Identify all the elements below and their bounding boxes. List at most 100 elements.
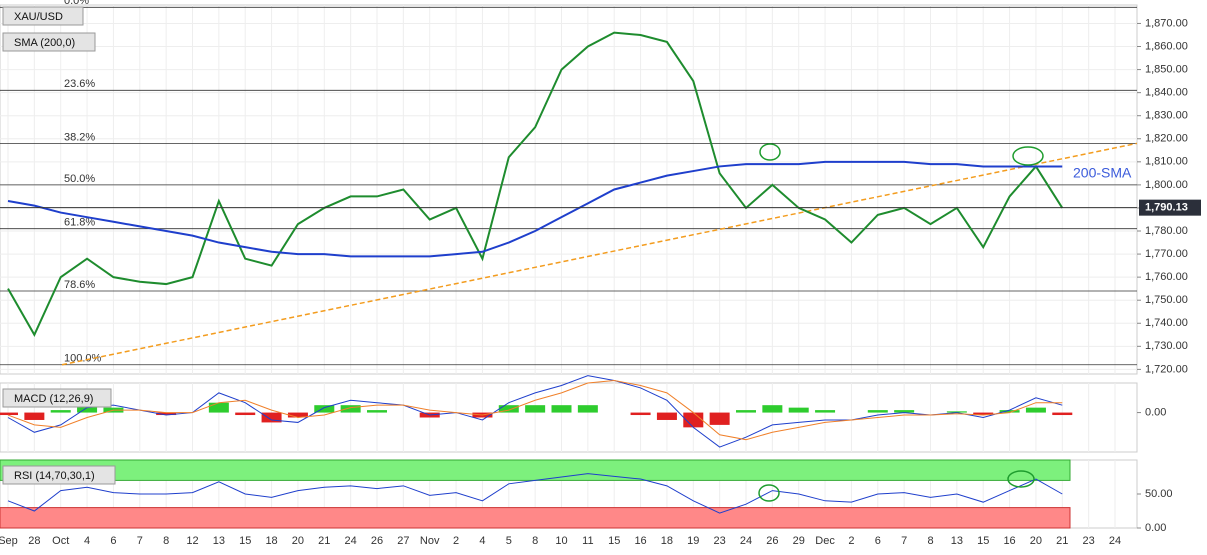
macd-histogram-bar [156,412,177,416]
macd-histogram-bar [235,412,256,416]
macd-histogram-bar [1025,407,1046,413]
x-tick-label: 20 [292,535,304,547]
fib-label: 61.8% [64,217,95,229]
x-tick-label: 5 [506,535,512,547]
x-tick-label: 26 [371,535,383,547]
x-tick-label: 7 [901,535,907,547]
label-box [2,388,112,408]
macd-histogram-bar [946,411,967,413]
x-tick-label: 16 [634,535,646,547]
macd-panel [0,382,1138,453]
x-tick-label: 21 [318,535,330,547]
x-tick-label: 18 [661,535,673,547]
trendline [61,142,1138,366]
x-tick-label: 23 [1083,535,1095,547]
macd-histogram-bar [498,405,519,413]
x-tick-label: 20 [1030,535,1042,547]
x-tick-label: 19 [687,535,699,547]
macd-histogram-bar [999,410,1020,413]
y-tick-label: 1,860.00 [1145,40,1188,52]
macd-histogram-bar [24,412,45,420]
x-tick-label: 13 [951,535,963,547]
x-tick-label: 8 [532,535,538,547]
x-tick-label: 8 [927,535,933,547]
x-tick-label: 7 [137,535,143,547]
macd-histogram-bar [788,407,809,413]
macd-histogram-bar [551,405,572,413]
y-tick-label: 0.00 [1145,406,1166,418]
macd-histogram-bar [50,410,71,413]
macd-histogram-bar [367,410,387,413]
label-box [2,32,96,52]
y-tick-label: 1,740.00 [1145,317,1188,329]
y-tick-label: 1,730.00 [1145,340,1188,352]
sma-line [7,160,1063,258]
x-tick-label: 15 [239,535,251,547]
y-tick-label: 1,720.00 [1145,363,1188,375]
x-tick-label: 2 [453,535,459,547]
x-tick-label: 26 [766,535,778,547]
fib-label: 0.0% [64,0,89,7]
highlight-circle [1007,470,1035,488]
macd-histogram-bar [656,412,677,420]
price-line [7,31,1064,337]
macd-histogram-bar [577,405,598,413]
macd-histogram-bar [867,410,888,413]
macd-histogram-bar [815,410,836,413]
fib-label: 38.2% [64,131,95,143]
oversold-zone [0,507,1071,529]
overbought-zone [0,459,1071,481]
x-tick-label: 4 [479,535,485,547]
macd-histogram-bar [340,405,361,413]
symbol-label: XAU/USD [14,11,63,23]
y-tick-label: 1,850.00 [1145,63,1188,75]
fib-label: 78.6% [64,279,95,291]
rsi-line [7,473,1063,514]
macd-histogram-bar [762,405,783,413]
macd-histogram-bar [0,412,18,416]
macd-histogram-bar [287,412,308,418]
y-tick-label: 1,800.00 [1145,179,1188,191]
highlight-circle [759,143,781,161]
macd-histogram-bar [314,405,335,413]
macd-label: MACD (12,26,9) [14,393,93,405]
y-tick-label: 1,810.00 [1145,156,1188,168]
x-tick-label: 24 [1109,535,1121,547]
y-tick-label: 1,870.00 [1145,17,1188,29]
y-tick-label: 1,750.00 [1145,294,1188,306]
x-tick-label: 15 [608,535,620,547]
macd-histogram-bar [736,410,756,413]
last-price-box [1139,199,1201,216]
x-tick-label: Nov [420,535,440,547]
x-tick-label: Dec [815,535,835,547]
macd-histogram-bar [709,412,730,425]
x-tick-label: 4 [84,535,90,547]
x-tick-label: 21 [1056,535,1068,547]
x-tick-label: 24 [345,535,357,547]
macd-histogram-bar [1052,412,1073,416]
macd-histogram-bar [894,410,915,413]
x-tick-label: 16 [1003,535,1015,547]
fib-label: 50.0% [64,173,95,185]
x-tick-label: 6 [110,535,116,547]
x-tick-label: 28 [28,535,40,547]
macd-histogram-bar [525,405,546,413]
x-tick-label: 8 [163,535,169,547]
x-tick-label: Oct [52,535,69,547]
fib-label: 23.6% [64,78,95,90]
y-tick-label: 1,820.00 [1145,133,1188,145]
macd-histogram-bar [208,402,229,413]
y-tick-label: 1,830.00 [1145,110,1188,122]
x-tick-label: 2 [848,535,854,547]
y-tick-label: 1,780.00 [1145,225,1188,237]
x-tick-label: 27 [397,535,409,547]
price-panel [0,4,1138,375]
rsi-label: RSI (14,70,30,1) [14,470,95,482]
y-tick-label: 1,770.00 [1145,248,1188,260]
x-tick-label: 12 [186,535,198,547]
fib-label: 100.0% [64,353,102,365]
label-box [2,6,84,26]
signal-line [7,380,1063,441]
last-price-label: 1,790.13 [1145,202,1188,214]
